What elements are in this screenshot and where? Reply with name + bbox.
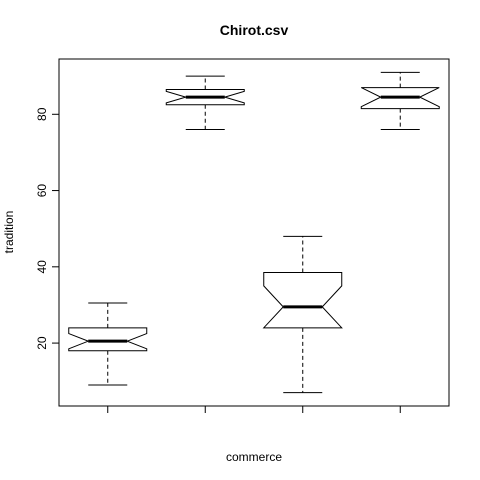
- boxes-group: [68, 71, 440, 394]
- x-axis: [107, 406, 401, 413]
- x-axis-label: commerce: [226, 450, 282, 464]
- y-tick-label: 40: [35, 260, 49, 274]
- chart-title: Chirot.csv: [220, 22, 289, 38]
- y-axis: 20 40 60 80: [35, 107, 60, 350]
- y-tick-label: 60: [35, 184, 49, 198]
- box-3: [262, 235, 343, 394]
- box-4: [360, 71, 440, 131]
- y-tick-label: 20: [35, 336, 49, 350]
- box-2: [165, 75, 245, 131]
- box-body: [165, 89, 245, 106]
- box-body: [360, 87, 440, 110]
- plot-frame: [58, 58, 450, 407]
- box-body: [68, 327, 148, 352]
- box-1: [68, 302, 148, 386]
- y-axis-label: tradition: [2, 211, 16, 254]
- y-tick-label: 80: [35, 107, 49, 121]
- box-body: [262, 272, 343, 329]
